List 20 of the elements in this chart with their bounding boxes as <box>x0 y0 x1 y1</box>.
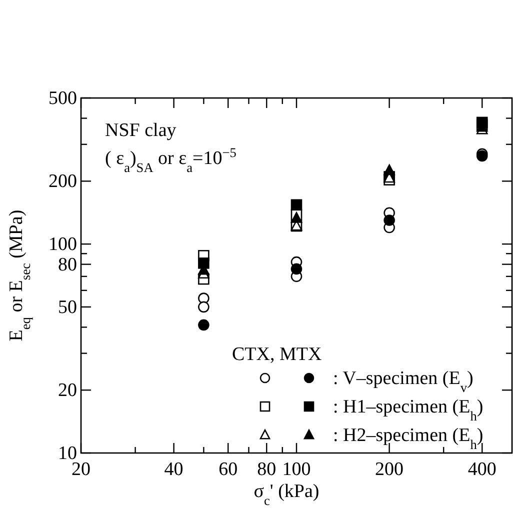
x-tick-label: 40 <box>164 459 184 480</box>
x-tick-label: 100 <box>282 459 311 480</box>
legend-label: : H2–specimen (E$_{h}$) <box>333 425 484 452</box>
x-tick-label: 200 <box>375 459 404 480</box>
y-tick-label: 50 <box>58 296 77 318</box>
legend-label: : V–specimen (E$_{v}$) <box>333 368 474 394</box>
legend-title: CTX, MTX <box>232 344 322 365</box>
y-tick-label: 20 <box>58 380 77 402</box>
x-tick-label: 80 <box>257 459 276 480</box>
x-tick-label: 60 <box>218 459 238 480</box>
x-tick-label: 400 <box>468 459 496 480</box>
x-tick-label: 20 <box>72 459 90 480</box>
y-tick-label: 500 <box>48 88 77 109</box>
annotation: NSF clay <box>105 120 177 141</box>
x-axis-title: σ$_{c}$' (kPa) <box>254 481 320 508</box>
annotation: ( ε$_{a}$)$_{SA}$ or ε$_{a}$=10$^{−5}$ <box>105 144 237 174</box>
legend-label: : H1–specimen (E$_{h}$) <box>333 396 484 423</box>
y-tick-label: 80 <box>58 254 77 276</box>
y-tick-label: 200 <box>48 171 77 192</box>
y-tick-label: 100 <box>48 234 77 256</box>
